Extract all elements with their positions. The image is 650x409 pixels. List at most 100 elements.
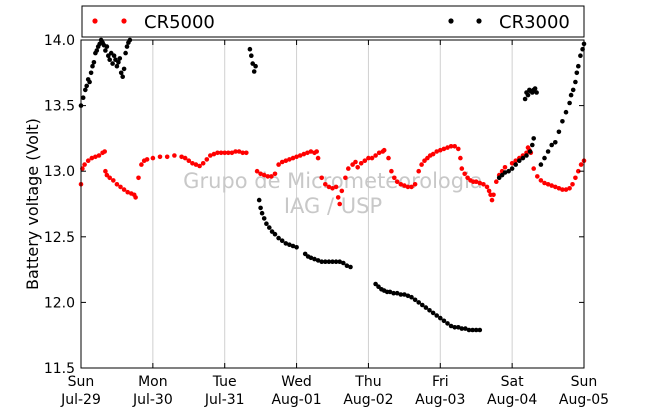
data-point-cr5000 — [573, 175, 578, 181]
data-point-cr5000 — [509, 161, 515, 166]
data-point-cr3000 — [438, 315, 443, 321]
data-point-cr5000 — [172, 153, 177, 158]
data-point-cr5000 — [118, 184, 123, 190]
data-point-cr5000 — [164, 154, 170, 160]
data-point-cr3000 — [251, 69, 257, 74]
data-point-cr5000 — [337, 201, 343, 207]
data-point-cr5000 — [567, 186, 572, 191]
data-point-cr3000 — [553, 140, 558, 145]
data-point-cr5000 — [578, 162, 584, 167]
data-point-cr5000 — [279, 159, 285, 165]
data-point-cr5000 — [197, 163, 202, 169]
data-point-cr3000 — [276, 235, 281, 241]
data-point-cr5000 — [343, 175, 348, 181]
data-point-cr3000 — [556, 129, 562, 135]
data-point-cr5000 — [409, 184, 414, 190]
data-point-cr3000 — [445, 321, 450, 326]
data-point-cr3000 — [94, 48, 100, 53]
data-point-cr3000 — [534, 90, 539, 95]
data-point-cr5000 — [419, 162, 424, 167]
data-point-cr5000 — [458, 155, 463, 161]
data-point-cr5000 — [319, 175, 325, 181]
data-point-cr5000 — [538, 178, 544, 183]
data-point-cr5000 — [553, 184, 558, 190]
data-point-cr5000 — [89, 155, 95, 161]
data-point-cr5000 — [366, 155, 371, 161]
x-tick-label-date: Jul-31 — [204, 392, 245, 408]
data-point-cr5000 — [287, 157, 292, 162]
data-point-cr3000 — [522, 96, 528, 102]
data-point-cr5000 — [114, 182, 120, 187]
data-point-cr5000 — [265, 174, 271, 179]
data-point-cr3000 — [570, 87, 576, 93]
data-point-cr3000 — [290, 243, 296, 249]
y-tick-label: 11.5 — [44, 361, 75, 377]
x-gridlines — [152, 40, 513, 368]
data-point-cr3000 — [261, 216, 267, 221]
data-point-cr3000 — [287, 242, 292, 247]
x-tick-label-date: Aug-04 — [487, 392, 537, 408]
x-tick-label-day: Mon — [138, 374, 168, 390]
data-point-cr3000 — [525, 92, 531, 98]
data-point-cr3000 — [532, 86, 538, 91]
data-point-cr5000 — [394, 179, 400, 184]
data-point-cr3000 — [578, 53, 583, 58]
data-point-cr3000 — [430, 310, 436, 316]
y-tick-label: 13.5 — [44, 99, 75, 115]
data-point-cr5000 — [182, 155, 188, 161]
data-point-cr3000 — [253, 63, 258, 69]
data-point-cr3000 — [549, 142, 554, 148]
data-point-cr5000 — [333, 184, 339, 190]
data-point-cr3000 — [84, 83, 89, 89]
data-point-cr3000 — [441, 318, 447, 324]
data-point-cr3000 — [80, 95, 86, 100]
x-tick-label-date: Aug-03 — [415, 392, 465, 408]
data-point-cr3000 — [107, 57, 112, 62]
data-point-cr5000 — [111, 178, 116, 183]
data-point-cr3000 — [563, 109, 569, 115]
data-point-cr5000 — [226, 150, 231, 156]
data-point-cr5000 — [272, 171, 278, 177]
data-point-cr3000 — [530, 142, 535, 148]
data-point-cr3000 — [456, 325, 461, 330]
data-point-cr5000 — [269, 174, 274, 179]
data-point-cr5000 — [179, 154, 184, 160]
data-point-cr3000 — [83, 87, 88, 93]
data-point-cr3000 — [312, 256, 317, 262]
data-point-cr3000 — [348, 264, 353, 270]
data-point-cr5000 — [136, 175, 141, 181]
data-point-cr5000 — [448, 144, 454, 149]
data-point-cr3000 — [110, 61, 115, 66]
x-tick-label-day: Sat — [501, 374, 524, 390]
data-point-cr5000 — [204, 157, 210, 162]
data-point-cr5000 — [481, 182, 486, 187]
data-point-cr3000 — [337, 259, 343, 265]
data-point-cr5000 — [236, 149, 242, 154]
data-point-cr5000 — [218, 150, 224, 156]
data-point-cr3000 — [409, 294, 414, 300]
data-point-cr5000 — [441, 146, 447, 152]
data-point-cr5000 — [358, 161, 364, 166]
data-point-cr3000 — [459, 326, 465, 331]
data-point-cr3000 — [506, 168, 511, 174]
data-point-cr3000 — [117, 56, 123, 61]
data-point-cr3000 — [477, 327, 483, 333]
data-point-cr3000 — [520, 155, 526, 161]
data-points — [78, 37, 587, 333]
data-point-cr3000 — [279, 238, 285, 243]
data-point-cr5000 — [438, 147, 443, 153]
data-point-cr5000 — [244, 150, 249, 156]
data-point-cr3000 — [118, 70, 124, 76]
y-tick-label: 13.0 — [44, 164, 75, 180]
series-cr3000 — [78, 37, 587, 333]
data-point-cr5000 — [369, 155, 375, 161]
data-point-cr3000 — [319, 259, 325, 265]
data-point-cr5000 — [542, 180, 547, 186]
data-point-cr5000 — [494, 179, 499, 184]
data-point-cr5000 — [294, 154, 299, 160]
data-point-cr5000 — [545, 182, 551, 187]
data-point-cr3000 — [538, 162, 544, 167]
data-point-cr3000 — [416, 300, 422, 305]
x-tick-label-day: Sun — [68, 374, 95, 390]
data-point-cr5000 — [240, 150, 245, 156]
